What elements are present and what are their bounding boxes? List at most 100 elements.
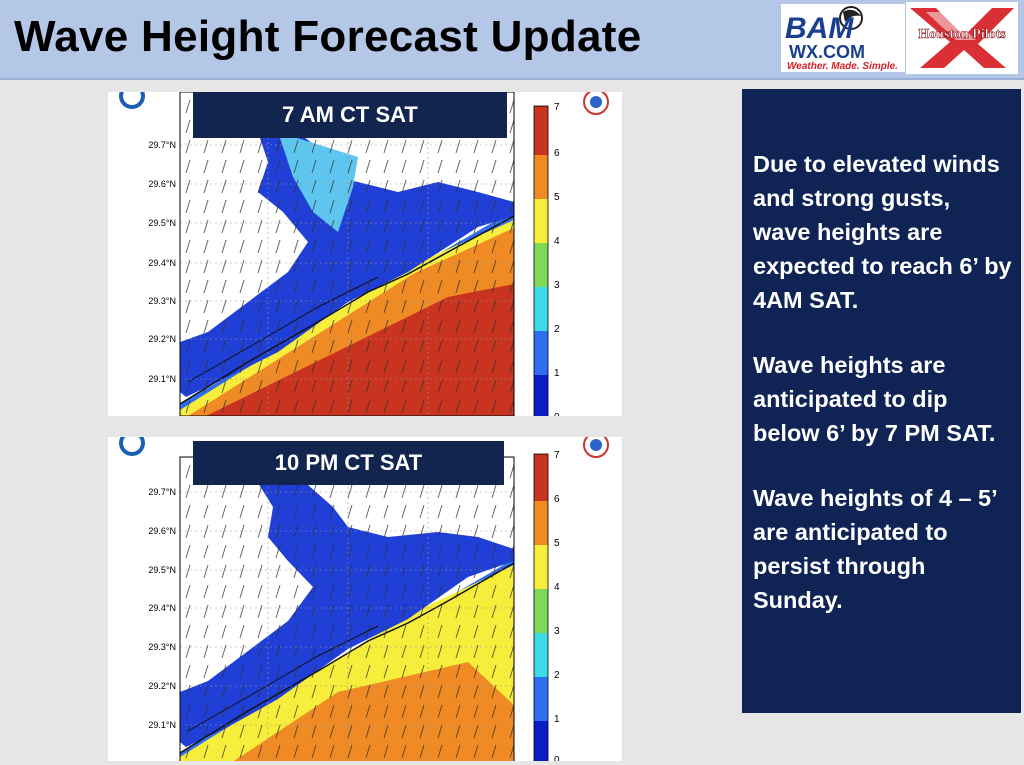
wind-arrow [365, 504, 371, 519]
wind-arrow [293, 219, 299, 234]
wind-arrow [419, 704, 425, 719]
wind-arrow [365, 724, 371, 739]
wind-arrow [203, 564, 209, 579]
colorbar-tick: 1 [554, 368, 560, 379]
wind-arrow [203, 279, 209, 294]
wind-arrow [185, 159, 191, 174]
wind-arrow [473, 219, 479, 234]
wind-arrow [203, 624, 209, 639]
lat-tick: 29.5°N [148, 218, 176, 228]
wind-arrow [437, 684, 443, 699]
wind-arrow [221, 139, 227, 154]
wind-arrow [257, 664, 263, 679]
wind-arrow [347, 604, 353, 619]
wind-arrow [221, 359, 227, 374]
wind-arrow [437, 524, 443, 539]
wind-arrow [473, 724, 479, 739]
wind-arrow [383, 299, 389, 314]
wind-arrow [221, 159, 227, 174]
wind-arrow [473, 704, 479, 719]
wind-arrow [383, 279, 389, 294]
wind-arrow [239, 159, 245, 174]
colorbar-tick: 7 [554, 102, 560, 113]
wind-arrow [293, 339, 299, 354]
wind-arrow [491, 399, 497, 414]
wind-arrow [185, 644, 191, 659]
wind-arrow [311, 644, 317, 659]
wind-arrow [275, 564, 281, 579]
wind-arrow [383, 399, 389, 414]
wind-arrow [509, 379, 514, 394]
wind-arrow [239, 179, 245, 194]
wind-arrow [473, 339, 479, 354]
wind-arrow [311, 299, 317, 314]
wind-arrow [509, 239, 514, 254]
wind-arrow [437, 664, 443, 679]
wind-arrow [257, 584, 263, 599]
wind-arrow [383, 259, 389, 274]
wind-arrow [275, 484, 281, 499]
wind-arrow [455, 624, 461, 639]
wind-arrow [473, 279, 479, 294]
wind-arrow [401, 179, 407, 194]
wind-arrow [473, 319, 479, 334]
wind-arrow [509, 359, 514, 374]
wind-arrow [473, 664, 479, 679]
wind-arrow [437, 199, 443, 214]
wind-arrow [185, 119, 191, 134]
wind-arrow [419, 319, 425, 334]
wind-arrow [329, 259, 335, 274]
wind-arrow [203, 604, 209, 619]
wind-arrow [239, 664, 245, 679]
wind-arrow [185, 664, 191, 679]
wind-arrow [383, 544, 389, 559]
wind-arrow [203, 664, 209, 679]
wind-arrow [185, 379, 191, 394]
wind-arrow [293, 504, 299, 519]
wind-arrow [473, 159, 479, 174]
wind-arrow [383, 139, 389, 154]
wind-arrow [455, 724, 461, 739]
wind-arrow [455, 584, 461, 599]
wind-arrow [455, 219, 461, 234]
wind-arrow [293, 279, 299, 294]
wind-arrow [329, 239, 335, 254]
wind-arrow [311, 664, 317, 679]
wind-arrow [239, 704, 245, 719]
wind-arrow [473, 644, 479, 659]
wind-arrow [311, 339, 317, 354]
wind-arrow [221, 259, 227, 274]
wind-arrow [275, 524, 281, 539]
wave-map-1: 29.7°N 29.6°N 29.5°N 29.4°N 29.3°N 29.2°… [119, 92, 609, 416]
lat-tick: 29.5°N [148, 565, 176, 575]
wind-arrow [365, 159, 371, 174]
colorbar-tick: 5 [554, 538, 560, 549]
wind-arrow [275, 664, 281, 679]
lat-tick: 29.7°N [148, 140, 176, 150]
wind-arrow [365, 584, 371, 599]
wind-arrow [329, 199, 335, 214]
wind-arrow [293, 664, 299, 679]
wind-arrow [275, 644, 281, 659]
wind-arrow [311, 179, 317, 194]
wind-arrow [221, 704, 227, 719]
wind-arrow [275, 319, 281, 334]
wind-arrow [329, 584, 335, 599]
wind-arrow [329, 744, 335, 759]
wind-arrow [473, 624, 479, 639]
wind-arrow [221, 524, 227, 539]
colorbar-tick: 2 [554, 670, 560, 681]
wind-arrow [419, 279, 425, 294]
wind-arrow [311, 564, 317, 579]
wind-arrow [257, 359, 263, 374]
wind-arrow [401, 219, 407, 234]
wind-arrow [455, 199, 461, 214]
wind-arrow [203, 504, 209, 519]
wind-arrow [203, 524, 209, 539]
wind-arrow [509, 319, 514, 334]
wind-arrow [491, 319, 497, 334]
wave-height-colorbar [533, 453, 549, 761]
lat-tick: 29.2°N [148, 334, 176, 344]
wind-arrow [239, 644, 245, 659]
wind-arrow [185, 399, 191, 414]
